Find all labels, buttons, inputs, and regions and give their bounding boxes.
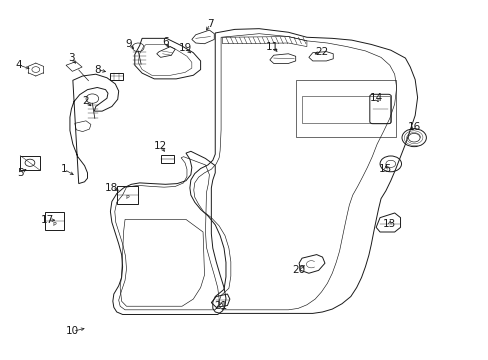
Text: 11: 11 <box>265 42 279 52</box>
Text: 17: 17 <box>41 215 54 225</box>
Text: 1: 1 <box>61 164 67 174</box>
Text: 14: 14 <box>369 93 382 103</box>
Text: 22: 22 <box>314 46 327 57</box>
Text: P: P <box>125 195 129 201</box>
Text: 5: 5 <box>17 168 23 178</box>
Text: 3: 3 <box>68 53 75 63</box>
Text: 19: 19 <box>178 43 191 53</box>
Text: 9: 9 <box>125 39 131 49</box>
Text: P: P <box>52 222 56 226</box>
Text: 13: 13 <box>383 219 396 229</box>
Text: 21: 21 <box>214 301 227 311</box>
Text: 2: 2 <box>82 96 89 106</box>
Text: 10: 10 <box>66 326 79 336</box>
Text: 15: 15 <box>379 164 392 174</box>
Text: 20: 20 <box>292 265 305 275</box>
Text: 7: 7 <box>206 19 213 29</box>
Text: 4: 4 <box>16 60 22 70</box>
Text: 8: 8 <box>94 64 101 75</box>
Text: 16: 16 <box>407 122 420 132</box>
Text: 18: 18 <box>105 183 118 193</box>
Text: 6: 6 <box>162 37 168 47</box>
Text: 12: 12 <box>154 141 167 151</box>
